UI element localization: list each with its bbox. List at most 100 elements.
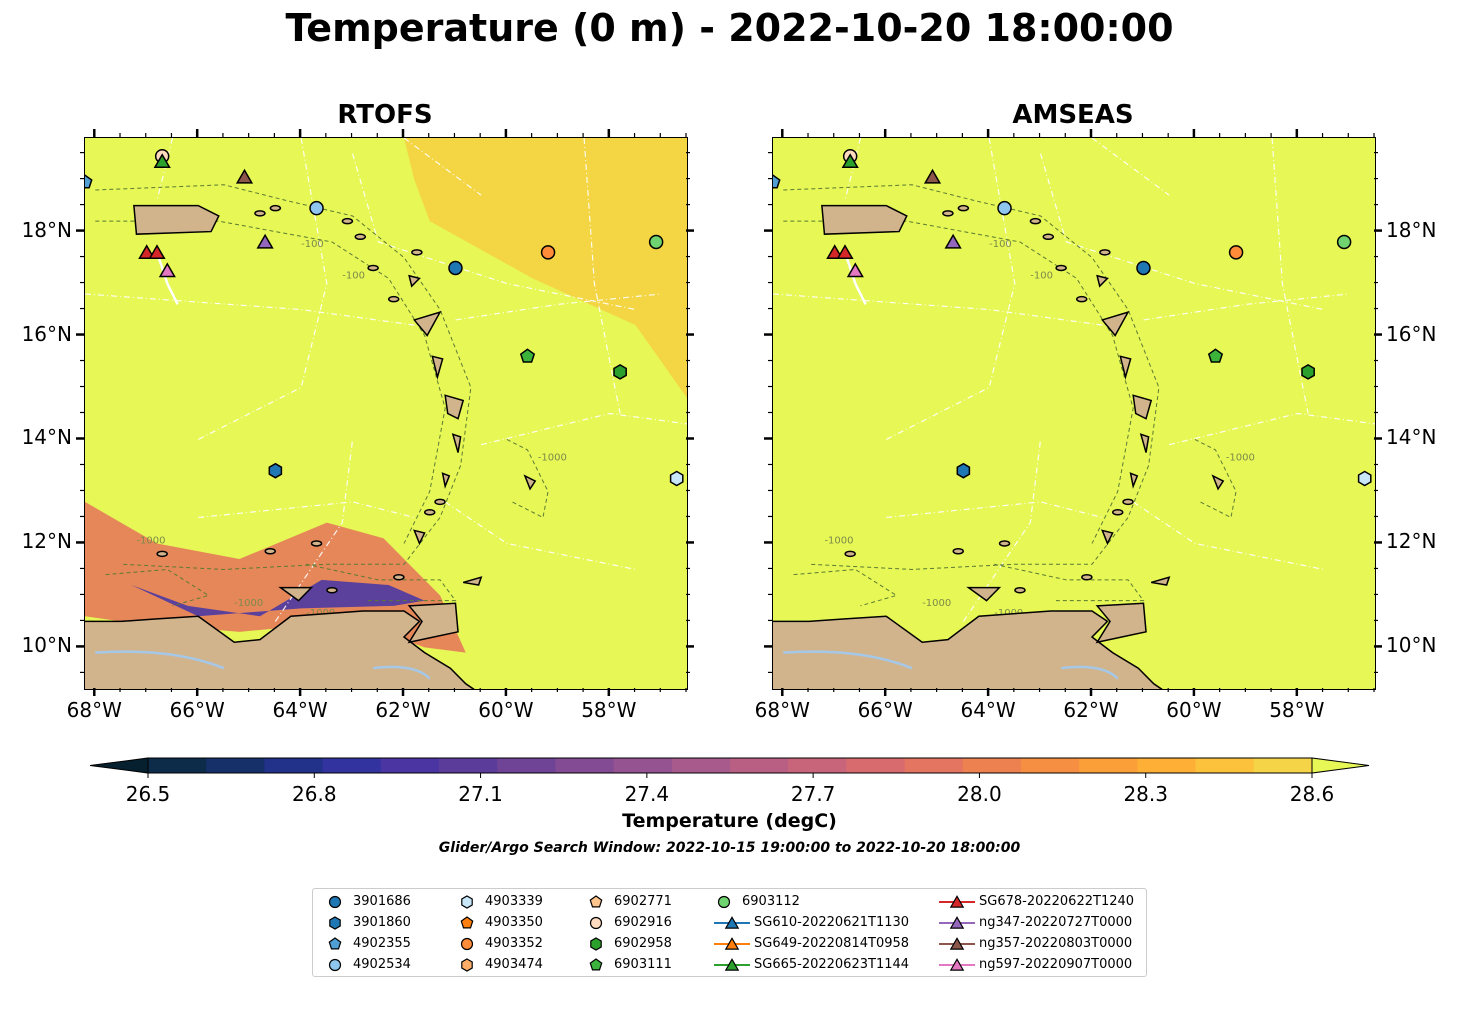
land-south-america	[85, 610, 475, 689]
colorbar-segment	[1079, 758, 1138, 773]
lon-tick-label: 62°W	[375, 698, 431, 722]
islet	[1122, 498, 1134, 506]
eez-boundary-line	[403, 138, 482, 196]
platform-marker-6903111[interactable]	[519, 348, 536, 363]
eez-boundary-line	[455, 293, 662, 321]
map-panel-amseas[interactable]: -100-100-1000-1000-1000-1000	[772, 137, 1376, 690]
platform-marker-sg665-20220623t1144[interactable]	[153, 153, 171, 169]
eez-boundary-line	[583, 138, 621, 414]
hexagon-icon	[590, 937, 602, 951]
lon-tick-label: 58°W	[581, 698, 637, 722]
colorbar-extend-high	[1311, 757, 1370, 774]
islet	[844, 550, 856, 558]
map-canvas: -100-100-1000-1000-1000-1000	[773, 138, 1375, 689]
lat-tick-label: 18°N	[1386, 217, 1437, 242]
lon-tick-label: 58°W	[1269, 698, 1325, 722]
bathymetry-contour	[994, 563, 1145, 602]
colorbar-segment	[788, 758, 847, 773]
legend-item-label: 3901860	[353, 915, 411, 930]
land-dominica	[431, 355, 444, 381]
colorbar-segment	[380, 758, 440, 773]
pentagon-icon	[328, 937, 342, 950]
legend-item-label: SG649-20220814T0958	[754, 936, 910, 951]
platform-marker-ng347-20220727t0000[interactable]	[256, 233, 274, 249]
legend-item-label: 4903350	[485, 915, 543, 930]
eez-boundary-line	[156, 138, 174, 201]
contour-label: -100	[1030, 270, 1053, 281]
legend-item: 4903352	[455, 934, 565, 954]
platform-marker-4903339[interactable]	[669, 470, 684, 487]
legend-item: 3901860	[323, 913, 433, 933]
islet	[269, 204, 282, 212]
platform-marker-sg678-20220622t1240[interactable]	[836, 244, 854, 260]
platform-marker-sg678-20220622t1240[interactable]	[826, 244, 844, 260]
map-canvas: -100-100-1000-1000-1000-1000	[85, 138, 687, 689]
platform-marker-4902534[interactable]	[997, 200, 1012, 216]
platform-marker-6903112[interactable]	[648, 234, 664, 250]
platform-marker-3901860[interactable]	[268, 462, 283, 479]
islet	[957, 204, 970, 212]
platform-marker-sg678-20220622t1240[interactable]	[138, 244, 156, 260]
legend-item: SG665-20220623T1144	[712, 955, 912, 975]
land-puerto-rico	[821, 204, 908, 235]
islet	[264, 548, 276, 555]
eez-boundary-line	[351, 153, 636, 311]
islet	[423, 509, 436, 516]
colorbar	[89, 757, 1370, 778]
lon-tick-label: 66°W	[169, 698, 225, 722]
map-panel-rtofs[interactable]: -100-100-1000-1000-1000-1000	[84, 137, 688, 690]
eez-boundary-line	[886, 501, 1103, 519]
platform-marker-6903111[interactable]	[1207, 348, 1224, 363]
platform-marker-4902355[interactable]	[773, 174, 781, 189]
platform-marker-ng357-20220803t0000[interactable]	[923, 168, 942, 184]
colorbar-segment	[904, 758, 964, 773]
platform-marker-ng357-20220803t0000[interactable]	[235, 168, 254, 184]
bathymetry-contour	[95, 220, 446, 544]
islet	[310, 540, 323, 547]
cold-core-patch	[131, 579, 425, 617]
pentagon-icon	[460, 916, 474, 929]
colorbar-segment	[1021, 758, 1080, 773]
lon-tick-label: 66°W	[857, 698, 913, 722]
land-st-vincent	[441, 472, 451, 489]
platform-marker-ng597-20220907t0000[interactable]	[158, 262, 176, 278]
legend-item: ng357-20220803T0000	[937, 934, 1137, 954]
islet	[1075, 295, 1088, 303]
lat-tick-label: 10°N	[1386, 633, 1437, 658]
legend-item: 4902355	[323, 934, 433, 954]
colorbar-extend-low	[89, 757, 149, 774]
contour-label: -100	[301, 239, 324, 250]
platform-marker-4902355[interactable]	[85, 174, 93, 189]
land-guadeloupe	[1101, 310, 1130, 337]
legend-item-label: 6902916	[614, 915, 672, 930]
platform-marker-4902534[interactable]	[309, 200, 324, 216]
circle-icon	[717, 895, 731, 909]
platform-marker-sg678-20220622t1240[interactable]	[148, 244, 166, 260]
triangle-icon	[714, 916, 750, 929]
figure-title: Temperature (0 m) - 2022-10-20 18:00:00	[285, 6, 1174, 50]
platform-marker-ng597-20220907t0000[interactable]	[846, 262, 864, 278]
colorbar-segment	[1195, 758, 1255, 773]
islet	[156, 550, 168, 558]
platform-marker-3901860[interactable]	[956, 462, 971, 479]
platform-marker-ng347-20220727t0000[interactable]	[944, 233, 962, 249]
lon-tick-label: 68°W	[754, 698, 810, 722]
islet	[1042, 233, 1055, 241]
legend-item-label: 4903474	[485, 957, 543, 972]
platform-marker-4903339[interactable]	[1357, 470, 1372, 487]
legend-item-label: 3901686	[353, 894, 411, 909]
lat-tick-label: 12°N	[1386, 529, 1437, 554]
land-south-america	[773, 610, 1163, 689]
platform-marker-4903352[interactable]	[540, 245, 556, 260]
platform-marker-3901686[interactable]	[1136, 260, 1151, 276]
platform-marker-4903352[interactable]	[1228, 245, 1244, 260]
platform-marker-6902958[interactable]	[613, 364, 627, 380]
platform-marker-6902958[interactable]	[1301, 364, 1315, 380]
islet	[1111, 509, 1124, 516]
platform-marker-6903112[interactable]	[1336, 234, 1352, 250]
legend-item-label: SG678-20220622T1240	[979, 894, 1135, 909]
platform-marker-sg665-20220623t1144[interactable]	[841, 153, 859, 169]
colorbar-tick-label: 26.8	[292, 782, 337, 806]
platform-marker-3901686[interactable]	[448, 260, 463, 276]
colorbar-tick-label: 28.0	[957, 782, 1002, 806]
